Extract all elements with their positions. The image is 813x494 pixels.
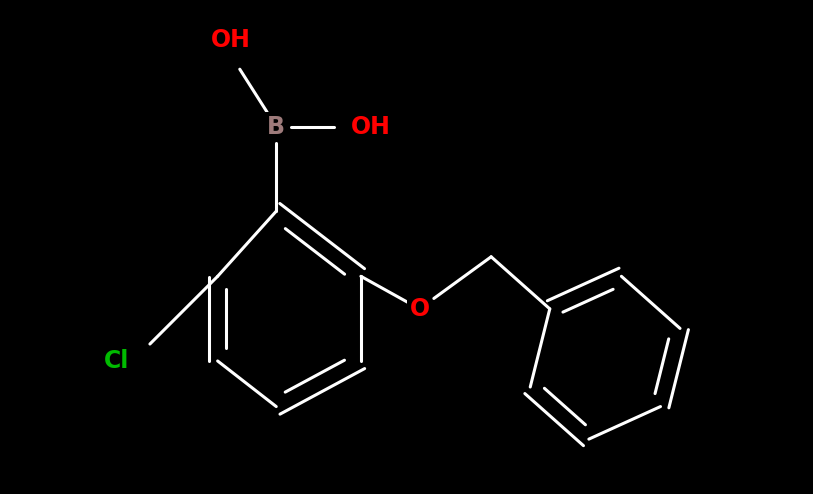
Text: B: B [267,115,285,138]
Text: Cl: Cl [104,349,130,373]
Text: OH: OH [211,28,250,51]
Text: OH: OH [351,115,391,138]
Text: O: O [410,297,429,321]
